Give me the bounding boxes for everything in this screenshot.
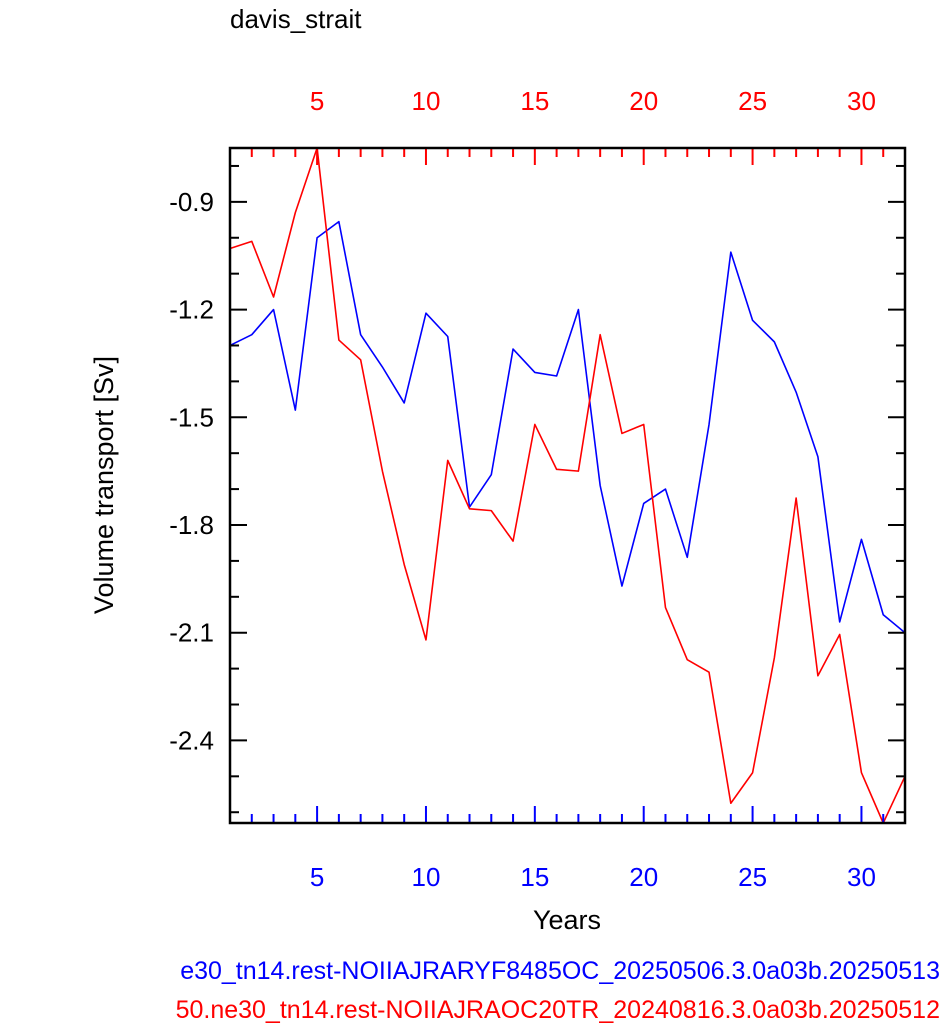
x-tick-label-top-5: 5 xyxy=(310,86,324,116)
tick-label-layer: 5 5 10 10 15 15 20 20 25 25 30 30 -0.9 -1.2 -1.5 -1.8 -2… xyxy=(169,86,876,892)
series-line-1 xyxy=(229,147,906,824)
x-tick-label-bottom-20: 20 xyxy=(629,862,658,892)
series-line-0 xyxy=(229,220,906,634)
y-tick-label: -2.4 xyxy=(169,725,214,755)
y-tick-label: -2.1 xyxy=(169,618,214,648)
legend-series-blue: e30_tn14.rest-NOIIAJRARYF8485OC_20250506… xyxy=(180,957,940,985)
series-layer xyxy=(229,147,906,824)
legend-series-red: 50.ne30_tn14.rest-NOIIAJRAOC20TR_2024081… xyxy=(175,996,940,1024)
y-tick-label: -0.9 xyxy=(169,187,214,217)
x-tick-label-bottom-10: 10 xyxy=(412,862,441,892)
plot-frame xyxy=(228,146,907,825)
x-tick-label-top-15: 15 xyxy=(520,86,549,116)
x-tick-label-top-30: 30 xyxy=(847,86,876,116)
x-tick-label-top-25: 25 xyxy=(738,86,767,116)
y-axis-label: Volume transport [Sv] xyxy=(89,356,119,614)
x-tick-label-bottom-5: 5 xyxy=(310,862,324,892)
x-tick-label-bottom-30: 30 xyxy=(847,862,876,892)
tick-layer xyxy=(229,148,906,823)
x-tick-label-bottom-25: 25 xyxy=(738,862,767,892)
y-tick-label: -1.8 xyxy=(169,510,214,540)
x-axis-label: Years xyxy=(533,905,601,935)
x-tick-label-top-10: 10 xyxy=(412,86,441,116)
x-tick-label-top-20: 20 xyxy=(629,86,658,116)
y-tick-label: -1.5 xyxy=(169,402,214,432)
y-tick-label: -1.2 xyxy=(169,295,214,325)
x-tick-label-bottom-15: 15 xyxy=(520,862,549,892)
chart-title: davis_strait xyxy=(230,4,362,34)
